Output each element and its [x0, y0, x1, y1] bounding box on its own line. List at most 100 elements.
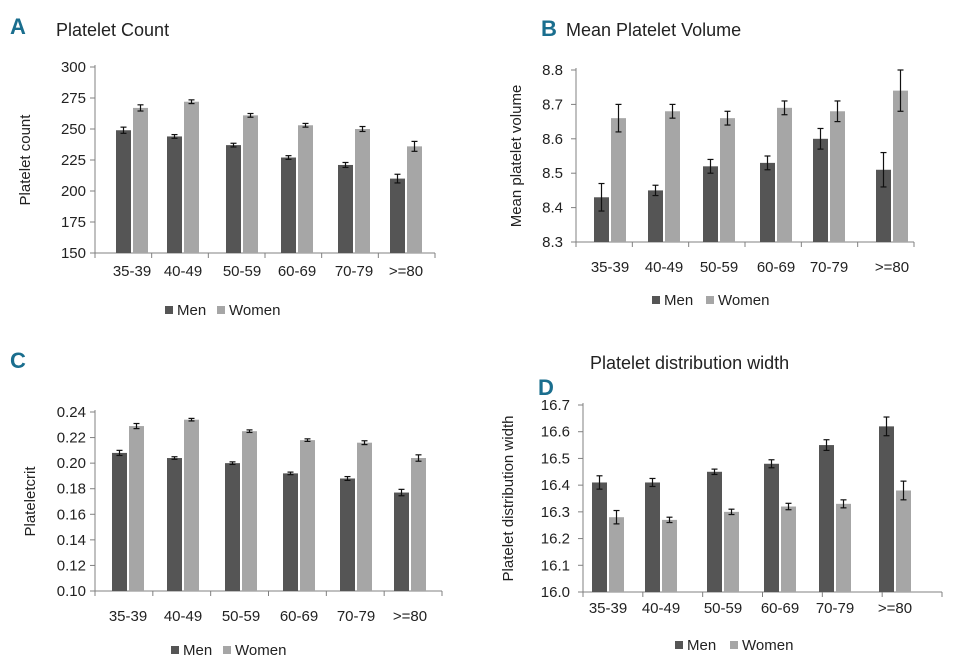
bar-women	[777, 107, 792, 242]
bar-men	[167, 458, 182, 591]
y-axis-label: Platelet count	[17, 114, 34, 206]
y-tick-label: 150	[61, 245, 86, 262]
bar-women	[662, 519, 677, 592]
legend: Men Women	[165, 302, 280, 319]
legend-swatch-women	[730, 641, 738, 649]
bar-men	[281, 157, 296, 253]
x-tick-label: 60-69	[278, 263, 316, 280]
x-tick-label: 35-39	[589, 600, 627, 617]
chart-title: Mean Platelet Volume	[566, 20, 741, 40]
y-tick-label: 0.16	[57, 506, 86, 523]
y-tick-label: 16.0	[541, 584, 570, 601]
x-tick-label: 40-49	[642, 600, 680, 617]
bar-men	[390, 178, 405, 253]
bar-men	[116, 130, 131, 253]
bar-men	[594, 197, 609, 242]
y-tick-label: 275	[61, 90, 86, 107]
bar-men	[167, 136, 182, 253]
bar-men	[879, 426, 894, 592]
x-tick-label: 50-59	[222, 608, 260, 625]
y-tick-label: 8.6	[542, 131, 563, 148]
panel-letter: A	[10, 14, 26, 39]
legend-label-women: Women	[235, 642, 286, 657]
y-tick-label: 0.22	[57, 430, 86, 447]
y-tick-label: 16.5	[541, 450, 570, 467]
y-tick-label: 16.4	[541, 477, 570, 494]
bar-men	[645, 482, 660, 592]
bar-women	[242, 431, 257, 591]
panel-d: D Platelet distribution width 16.0 16.1 16.2…	[500, 353, 943, 654]
legend-label-men: Men	[183, 642, 212, 657]
x-tick-label: 50-59	[223, 263, 261, 280]
x-tick-label: 40-49	[164, 608, 202, 625]
bar-women	[724, 511, 739, 592]
panel-a: A Platelet Count 150 175 200 225 250 275 300 Plat…	[10, 14, 436, 319]
y-tick-label: 8.8	[542, 62, 563, 79]
y-tick-label: 0.18	[57, 481, 86, 498]
bar-women	[830, 111, 845, 242]
bar-men	[225, 463, 240, 591]
legend-label-men: Men	[664, 292, 693, 309]
y-tick-label: 16.1	[541, 557, 570, 574]
y-tick-label: 200	[61, 183, 86, 200]
y-axis-label: Plateletcrit	[22, 466, 39, 537]
bar-women	[355, 129, 370, 253]
bar-women	[129, 426, 144, 591]
legend-swatch-men	[165, 306, 173, 314]
bar-men	[813, 138, 828, 242]
y-tick-label: 16.7	[541, 397, 570, 414]
bar-women	[609, 517, 624, 592]
legend-label-men: Men	[177, 302, 206, 319]
legend-label-women: Women	[229, 302, 280, 319]
bar-women	[407, 146, 422, 253]
bar-women	[184, 419, 199, 591]
bar-women	[357, 442, 372, 591]
legend-label-women: Women	[742, 637, 793, 654]
y-tick-label: 8.7	[542, 96, 563, 113]
bar-women	[665, 111, 680, 242]
panel-c: C 0.10 0.12 0.14 0.16 0.18 0.20 0.22 0.24 Platele…	[10, 348, 443, 657]
x-tick-label: 50-59	[704, 600, 742, 617]
y-axis-label: Platelet distribution width	[500, 416, 517, 582]
y-tick-label: 250	[61, 121, 86, 138]
y-tick-label: 225	[61, 152, 86, 169]
y-tick-label: 0.20	[57, 455, 86, 472]
y-tick-label: 16.2	[541, 531, 570, 548]
legend-swatch-men	[675, 641, 683, 649]
y-tick-label: 8.4	[542, 200, 563, 217]
y-tick-label: 175	[61, 214, 86, 231]
x-tick-label: 35-39	[109, 608, 147, 625]
bar-men	[648, 190, 663, 242]
chart-title: Platelet Count	[56, 20, 169, 40]
bar-women	[300, 440, 315, 591]
legend-swatch-men	[652, 296, 660, 304]
bar-men	[592, 482, 607, 592]
bar-men	[764, 463, 779, 592]
bar-women	[720, 118, 735, 242]
panel-b: B Mean Platelet Volume 8.3 8.4 8.5 8.6 8.7 8.8 M…	[508, 16, 915, 309]
legend-label-men: Men	[687, 637, 716, 654]
bar-women	[298, 125, 313, 253]
x-tick-label: 60-69	[761, 600, 799, 617]
bar-men	[819, 445, 834, 592]
bar-men	[707, 471, 722, 592]
legend: Men Women	[171, 642, 286, 657]
y-tick-label: 0.14	[57, 532, 86, 549]
bar-women	[411, 458, 426, 591]
x-tick-label: 50-59	[700, 259, 738, 276]
bar-women	[184, 101, 199, 253]
bar-men	[283, 473, 298, 591]
legend: Men Women	[652, 292, 769, 309]
legend: Men Women	[675, 637, 793, 654]
x-tick-label: 70-79	[337, 608, 375, 625]
x-tick-label: 35-39	[591, 259, 629, 276]
panel-letter: C	[10, 348, 26, 373]
y-axis-label: Mean platelet volume	[508, 85, 525, 228]
x-tick-label: 40-49	[164, 263, 202, 280]
x-tick-label: >=80	[389, 263, 423, 280]
legend-label-women: Women	[718, 292, 769, 309]
legend-swatch-men	[171, 646, 179, 654]
x-tick-label: 70-79	[810, 259, 848, 276]
x-tick-label: >=80	[878, 600, 912, 617]
y-tick-label: 16.6	[541, 424, 570, 441]
